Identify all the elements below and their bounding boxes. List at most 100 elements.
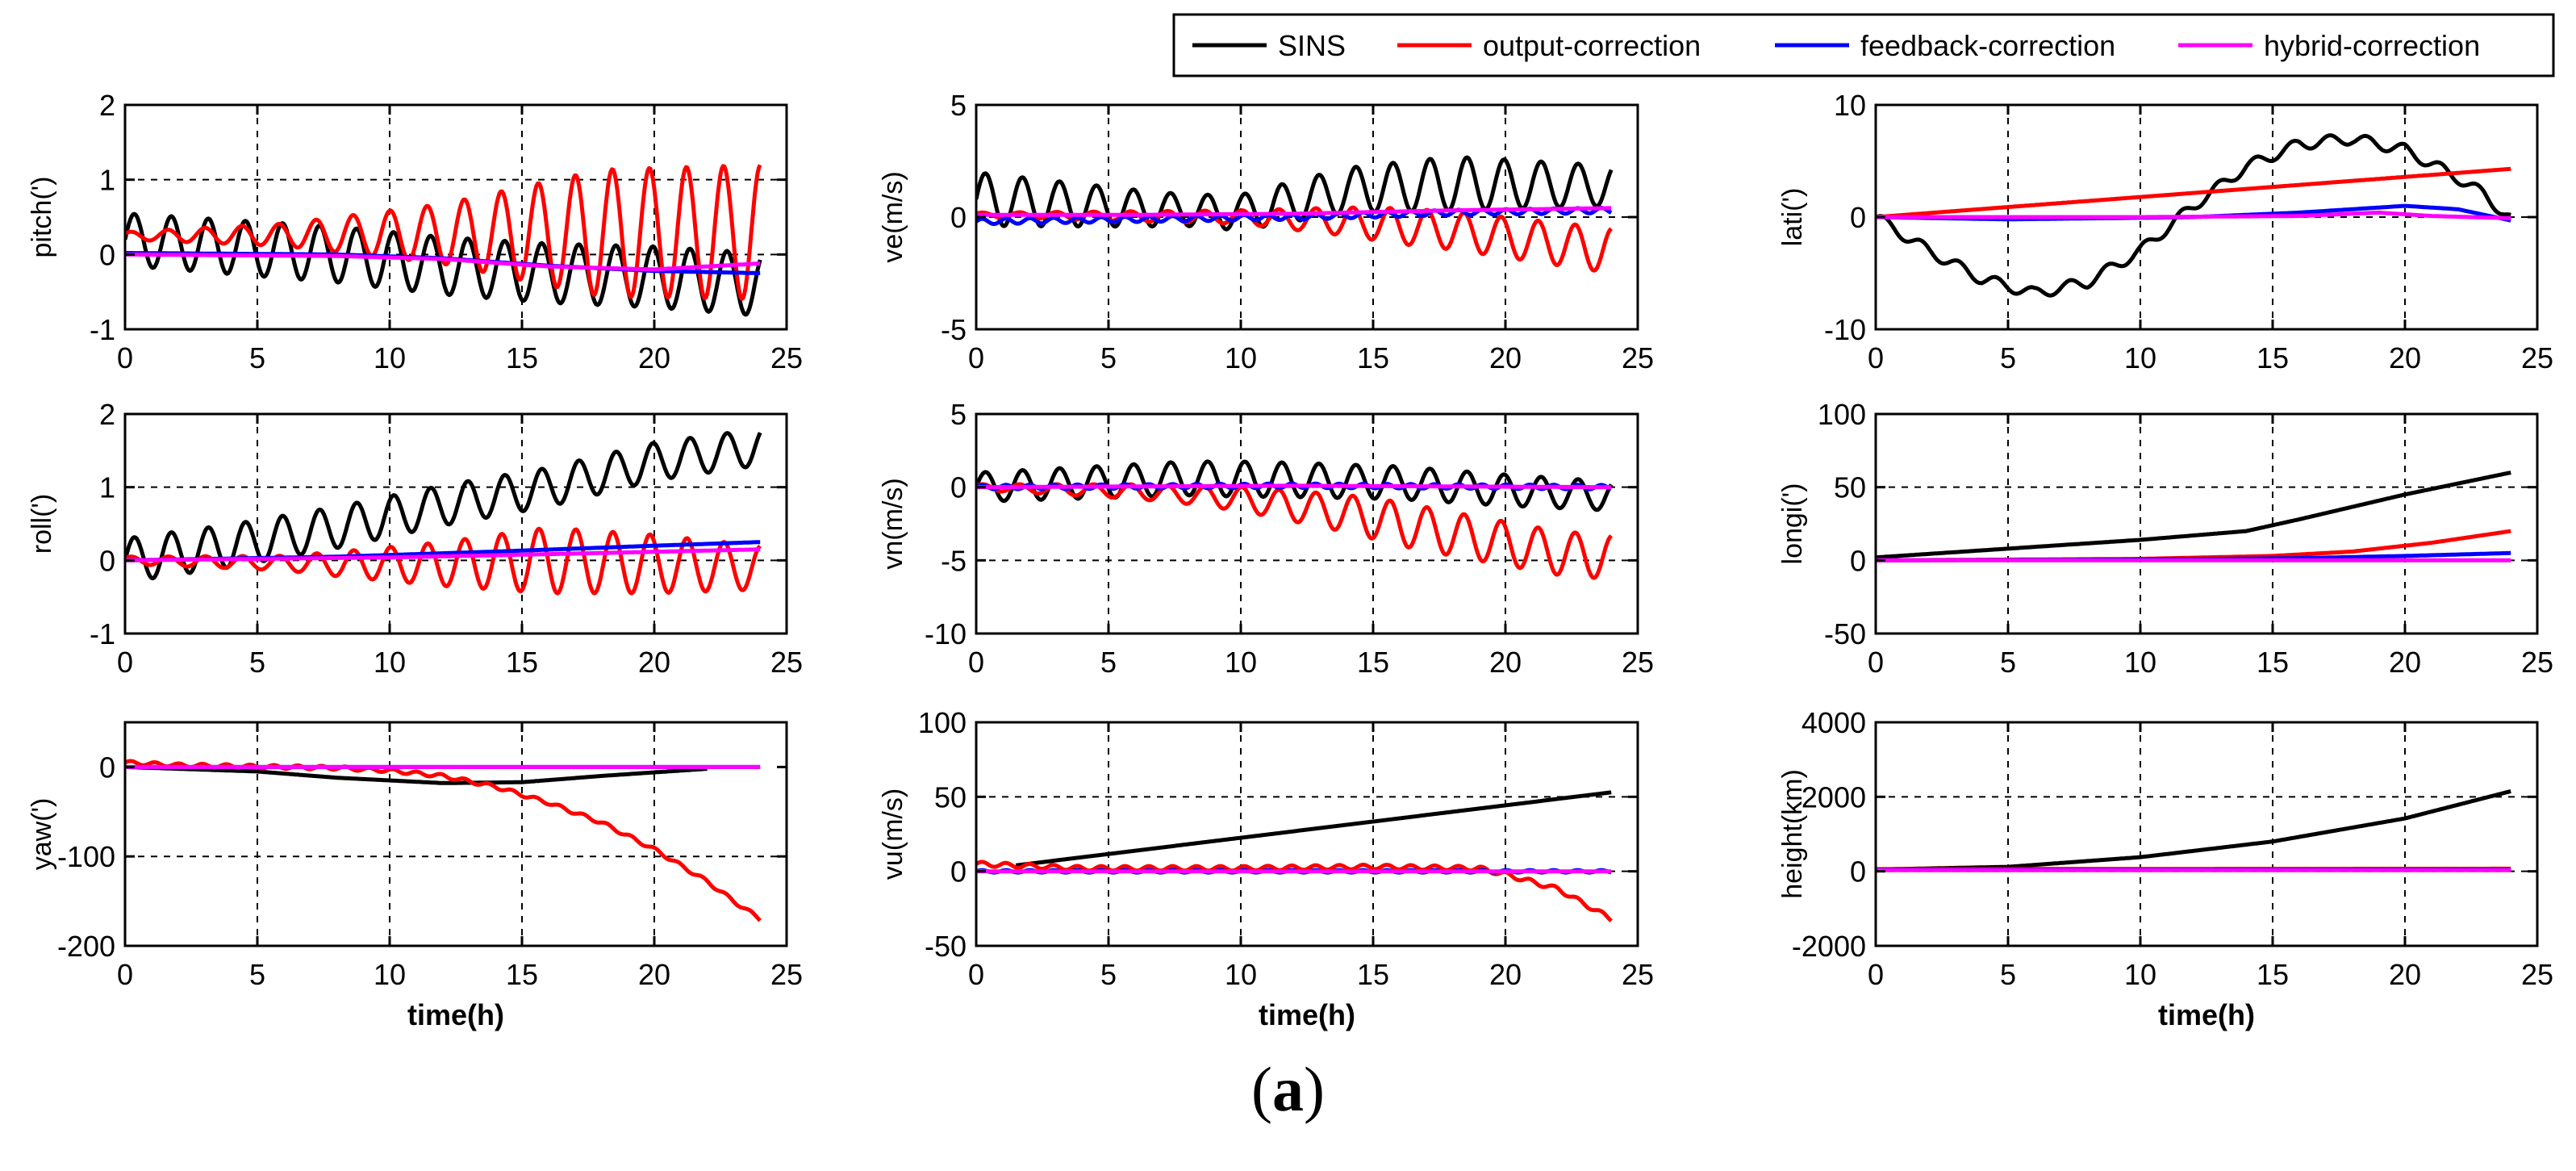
legend-entry-output-correction: output-correction	[1397, 29, 1701, 62]
plot-frame	[1874, 721, 2539, 947]
series-group	[1876, 133, 2512, 298]
x-tick-label: 25	[1622, 958, 1654, 991]
x-tick-label: 15	[1357, 958, 1389, 991]
y-tick-label: 50	[1834, 471, 1866, 504]
x-tick-label: 20	[1489, 646, 1522, 679]
x-tick-label: 0	[117, 958, 133, 991]
x-tick-label: 10	[374, 646, 406, 679]
x-tick-label: 20	[2389, 341, 2421, 374]
x-tick-label: 20	[1489, 958, 1522, 991]
x-tick-label: 25	[2521, 958, 2553, 991]
caption-open: (	[1251, 1054, 1272, 1124]
series-hybrid-correction	[976, 206, 1613, 217]
x-tick-label: 5	[2000, 341, 2016, 374]
legend-entry-sins: SINS	[1192, 29, 1346, 62]
series-output-correction	[1876, 166, 2512, 220]
legend-label: hybrid-correction	[2264, 29, 2480, 62]
y-axis-label: yaw(')	[27, 798, 57, 871]
legend: SINS output-correction feedback-correction…	[1172, 13, 2555, 77]
series-sins	[976, 155, 1614, 232]
y-axis-label: longi(')	[1777, 483, 1808, 565]
plot-frame	[123, 412, 788, 635]
legend-entry-hybrid-correction: hybrid-correction	[2178, 29, 2480, 62]
legend-label: feedback-correction	[1860, 29, 2115, 62]
y-tick-label: 0	[950, 471, 967, 504]
y-tick-label: 2000	[1802, 780, 1866, 813]
y-tick-label: -50	[925, 930, 967, 963]
x-tick-label: 5	[249, 958, 265, 991]
chart-vn: 0 5 10 15 20 25 -10 -5 0 5 vn(m/s)	[878, 398, 1654, 679]
series-sins	[125, 211, 762, 317]
x-tick-label: 0	[1868, 646, 1884, 679]
x-tick-label: 15	[506, 341, 538, 374]
series-group	[976, 459, 1614, 580]
y-tick-label: -2000	[1792, 930, 1866, 963]
series-output-correction	[976, 482, 1613, 580]
series-sins	[125, 764, 708, 785]
x-tick-label: 25	[2521, 341, 2553, 374]
y-tick-label: 0	[1850, 544, 1866, 577]
y-tick-label: 2	[99, 398, 115, 431]
y-tick-label: -10	[925, 617, 967, 650]
x-tick-label: 0	[968, 646, 984, 679]
plot-area	[976, 722, 1638, 946]
x-tick-label: 20	[2389, 646, 2421, 679]
plot-frame	[1874, 412, 2539, 635]
x-axis-label: time(h)	[407, 998, 504, 1031]
chart-height: 0 5 10 15 20 25-2000020004000height(km)time(h…	[1777, 706, 2553, 1031]
y-tick-label: 0	[99, 544, 115, 577]
plot-area	[976, 414, 1638, 634]
series-hybrid-correction	[125, 547, 762, 562]
x-tick-label: 5	[249, 341, 265, 374]
y-tick-label: 50	[934, 780, 967, 813]
y-tick-label: -10	[1824, 313, 1866, 346]
series-sins	[1876, 133, 2512, 298]
y-tick-label: -1	[90, 313, 115, 346]
y-axis-label: roll(')	[27, 494, 57, 554]
y-tick-label: -5	[941, 544, 967, 577]
x-tick-label: 15	[1357, 341, 1389, 374]
x-tick-label: 5	[2000, 646, 2016, 679]
legend-label: SINS	[1278, 29, 1346, 62]
x-tick-label: 25	[1622, 341, 1654, 374]
y-tick-label: 0	[99, 751, 115, 784]
plot-frame	[123, 721, 788, 947]
x-tick-label: 0	[968, 958, 984, 991]
plot-frame	[975, 412, 1639, 635]
x-tick-label: 5	[1100, 341, 1117, 374]
x-tick-label: 0	[968, 341, 984, 374]
plot-area	[1876, 722, 2537, 946]
x-axis-label: time(h)	[2158, 998, 2255, 1031]
series-group	[976, 790, 1613, 922]
x-tick-label: 10	[2124, 958, 2156, 991]
y-tick-label: 100	[1818, 398, 1866, 431]
series-group	[1876, 470, 2512, 562]
plot-frame	[975, 721, 1639, 947]
plot-area	[125, 414, 787, 634]
y-tick-label: 4000	[1802, 706, 1866, 739]
y-axis-label: height(km)	[1777, 769, 1808, 899]
series-sins	[1876, 470, 2512, 560]
series-group	[976, 155, 1614, 273]
y-tick-label: 100	[918, 706, 967, 739]
y-axis-label: vn(m/s)	[878, 478, 908, 569]
y-tick-label: 0	[950, 855, 967, 889]
x-tick-label: 25	[770, 341, 803, 374]
series-group	[125, 164, 762, 317]
x-tick-label: 15	[506, 958, 538, 991]
plot-area	[125, 105, 787, 329]
y-tick-label: -5	[941, 313, 967, 346]
series-hybrid-correction	[976, 483, 1613, 490]
series-group	[125, 759, 762, 922]
x-tick-label: 25	[770, 958, 803, 991]
y-tick-label: 0	[1850, 201, 1866, 234]
plot-frame	[123, 103, 788, 331]
x-tick-label: 20	[638, 341, 670, 374]
x-tick-label: 15	[2257, 646, 2289, 679]
y-tick-label: -50	[1824, 617, 1866, 650]
